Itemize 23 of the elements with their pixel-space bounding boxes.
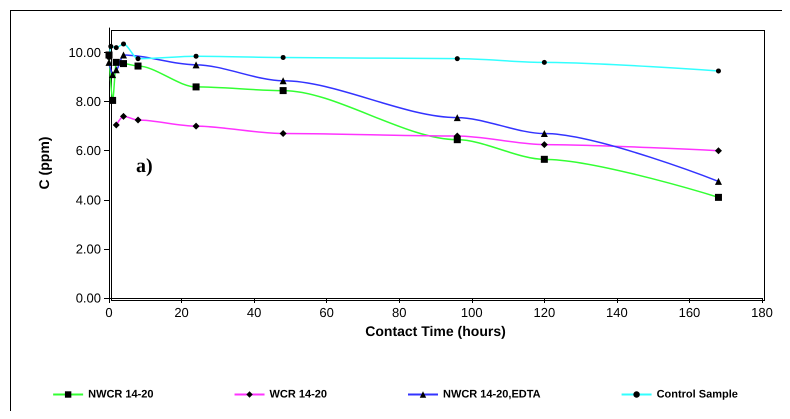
annotation: a) <box>136 155 153 177</box>
y-tick-label: 4.00 <box>76 192 101 208</box>
x-axis-title: Contact Time (hours) <box>365 323 506 339</box>
y-tick-label: 2.00 <box>76 241 101 256</box>
x-tick-label: 40 <box>246 305 262 320</box>
x-tick-label: 80 <box>392 305 406 320</box>
x-tick-label: 180 <box>751 305 773 320</box>
x-tick-label: 160 <box>678 305 700 320</box>
x-tick-label: 120 <box>533 305 556 320</box>
y-axis-title: C (ppm) <box>36 136 52 190</box>
x-tick-label: 100 <box>460 305 483 320</box>
y-tick-label: 8.00 <box>76 94 101 110</box>
legend-label: WCR 14-20 <box>270 388 328 400</box>
y-tick-label: 0.00 <box>76 290 101 306</box>
y-tick-label: 6.00 <box>76 143 101 158</box>
x-tick-label: 140 <box>606 305 628 320</box>
x-tick-label: 0 <box>105 305 113 320</box>
y-tick-label: 10.00 <box>68 45 101 60</box>
x-tick-label: 60 <box>319 305 334 320</box>
legend-label: NWCR 14-20,EDTA <box>442 388 541 400</box>
legend-label: Control Sample <box>656 388 738 400</box>
legend-label: NWCR 14-20 <box>88 388 154 400</box>
x-tick-label: 20 <box>174 305 189 320</box>
